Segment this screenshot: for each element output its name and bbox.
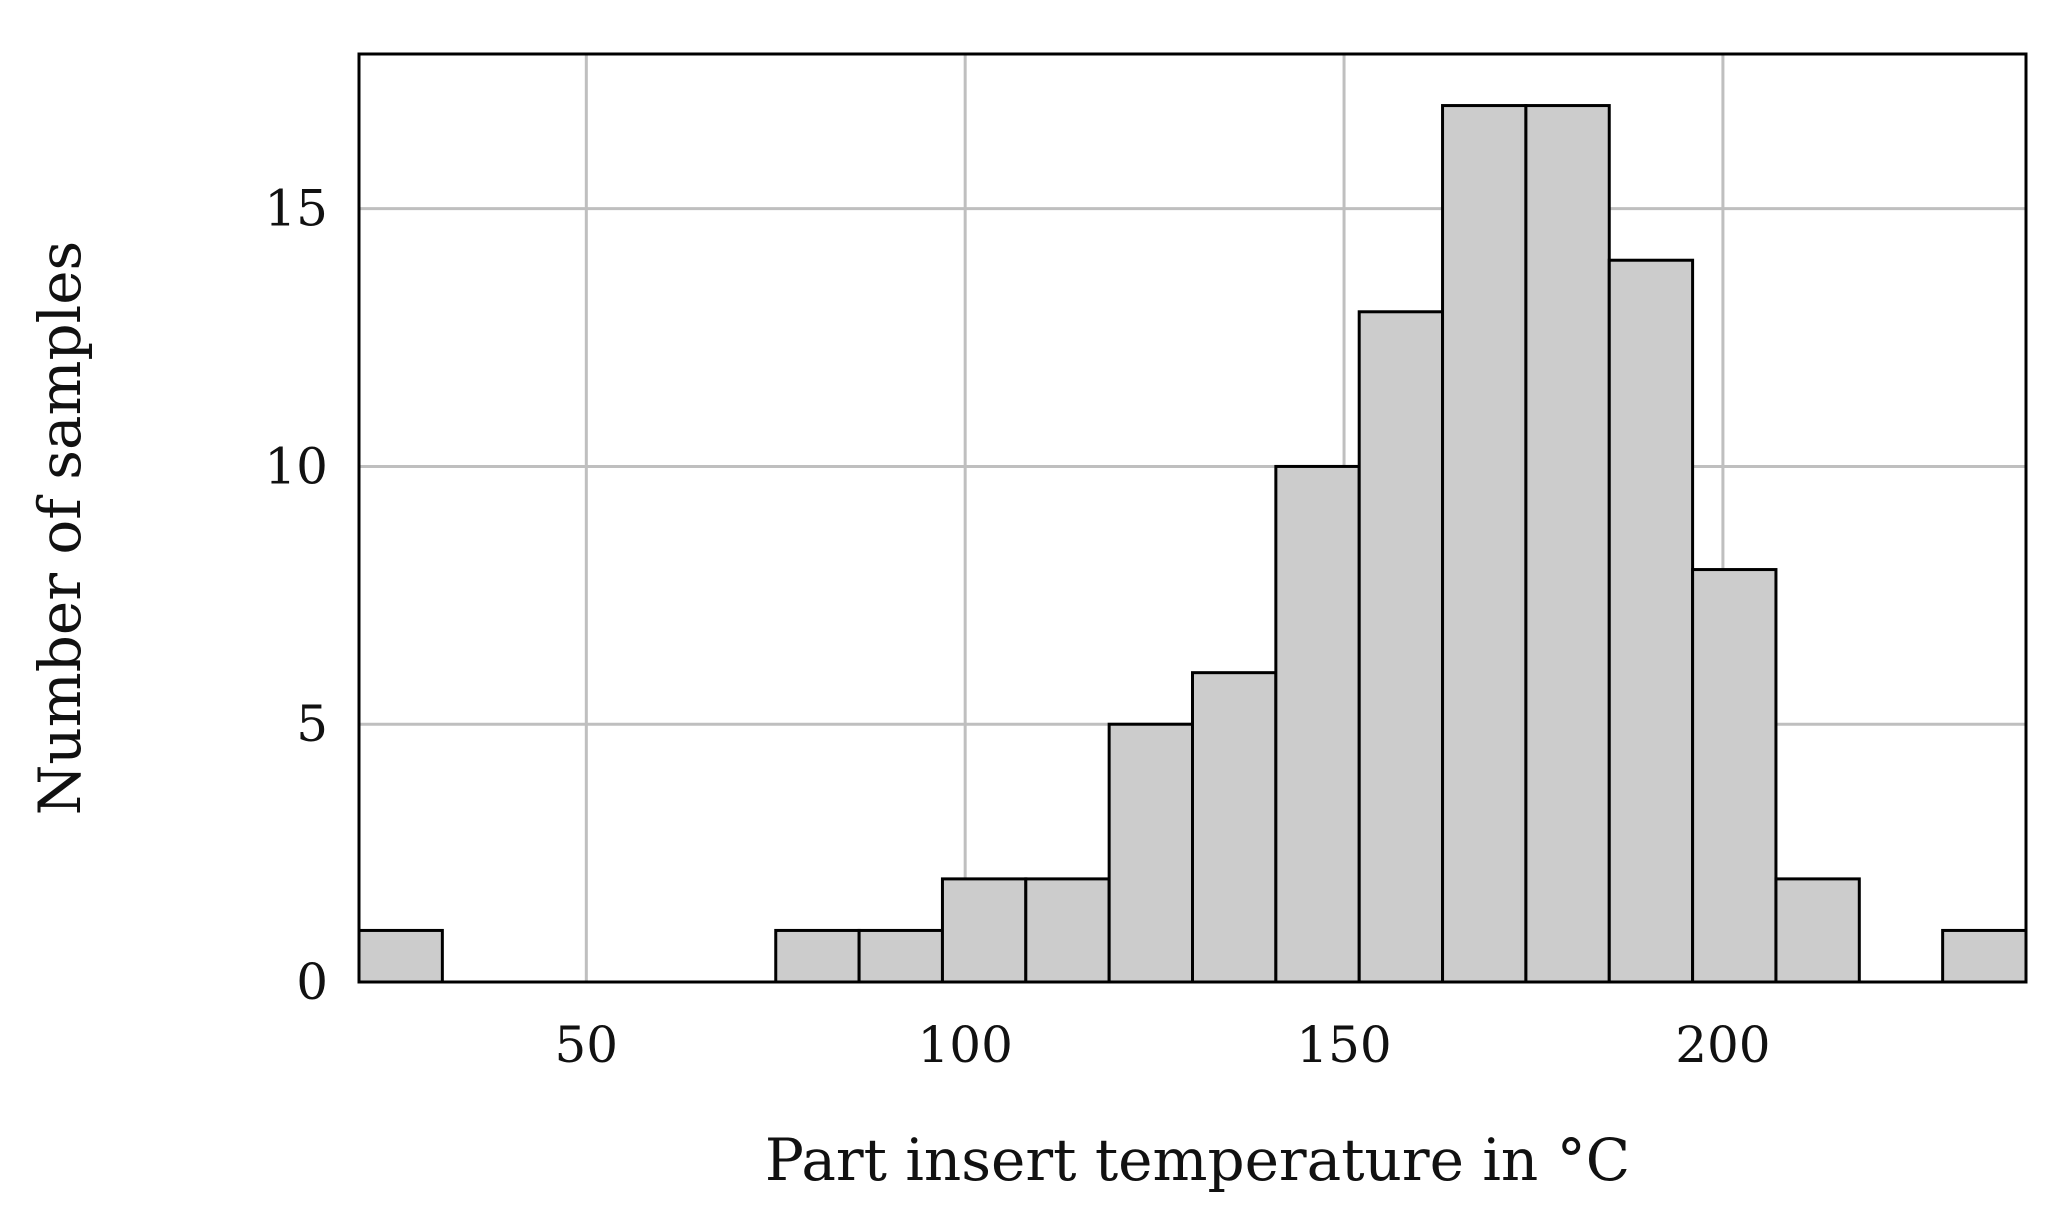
histogram-bar (774, 928, 861, 984)
x-axis-title: Part insert temperature in °C (765, 1126, 1630, 1194)
tick-labels: 50 100 150 200 0 5 10 15 (264, 180, 1770, 1074)
histogram-bar (1441, 104, 1528, 984)
histogram-bar (1274, 464, 1361, 984)
y-tick-label: 5 (296, 695, 328, 753)
histogram-bar (1024, 877, 1111, 984)
histogram-bar (1941, 928, 2028, 984)
x-tick-label: 100 (917, 1016, 1012, 1074)
histogram-bar (1691, 568, 1778, 984)
x-tick-label: 200 (1675, 1016, 1770, 1074)
histogram-bars (357, 104, 2028, 984)
plot-frame (357, 52, 2028, 984)
histogram-bar (940, 877, 1028, 984)
y-tick-label: 0 (296, 953, 328, 1011)
histogram-bar (1357, 310, 1445, 984)
histogram-bar (357, 928, 444, 984)
y-axis-title: Number of samples (26, 241, 94, 816)
histogram-bar (1607, 258, 1695, 984)
histogram-bar (1774, 877, 1861, 984)
histogram-bar (1191, 671, 1278, 984)
x-tick-label: 150 (1296, 1016, 1391, 1074)
y-tick-label: 10 (264, 437, 328, 495)
histogram-bar (1524, 104, 1611, 984)
y-tick-label: 15 (264, 180, 328, 238)
x-tick-label: 50 (555, 1016, 619, 1074)
histogram-bar (1107, 722, 1195, 984)
histogram-bar (857, 928, 944, 984)
